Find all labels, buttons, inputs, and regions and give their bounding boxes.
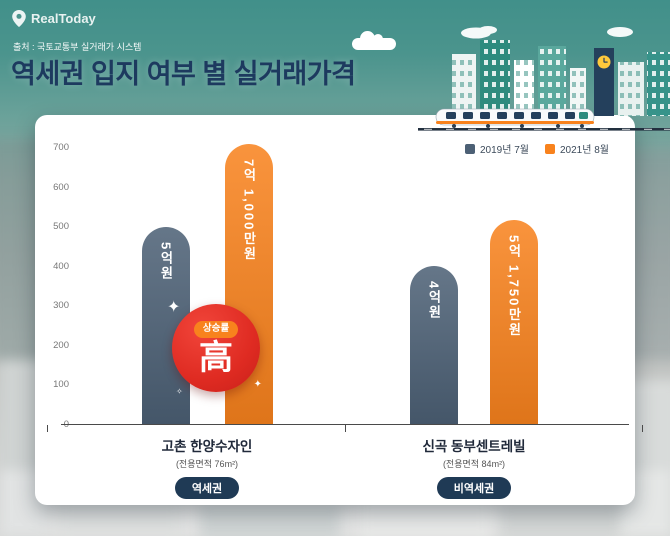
x-axis-line <box>47 424 643 432</box>
location-pin-icon <box>12 10 26 27</box>
y-tick-label: 700 <box>53 142 69 153</box>
station-area-tag: 역세권 <box>174 477 240 499</box>
buildings-icon <box>452 40 670 116</box>
plot-area-wrap: 5억원 7억 1,000만원 4억원 5억 1,750만원 <box>47 144 643 432</box>
legend-label-2021: 2021년 8월 <box>560 145 609 156</box>
axis-tick <box>47 425 48 432</box>
increase-rate-character: 高 <box>199 338 233 377</box>
chart-card: 2019년 7월 2021년 8월 7006005004003002001000… <box>35 115 643 505</box>
category-area: (전용면적 76m²) <box>175 459 239 469</box>
legend-item-2019: 2019년 7월 <box>465 141 529 156</box>
brand-logo: RealToday <box>12 10 96 27</box>
rail-track <box>418 128 670 131</box>
y-tick-label: 200 <box>53 339 69 351</box>
legend-item-2021: 2021년 8월 <box>545 141 609 156</box>
non-station-area-tag: 비역세권 <box>436 477 512 499</box>
bar-value-label: 5억 1,750만원 <box>506 235 522 338</box>
increase-rate-badge: ✦ ✦ ✧ 상승률 高 <box>167 300 262 396</box>
bar-2021-singok: 5억 1,750만원 <box>490 220 538 424</box>
category-singok: 신곡 동부센트레빌 (전용면적 84m²) 비역세권 <box>359 435 589 499</box>
sparkle-icon: ✦ <box>253 379 262 390</box>
legend-swatch-2019 <box>465 143 475 154</box>
sparkle-icon: ✦ <box>167 299 181 316</box>
axis-tick <box>345 425 346 432</box>
category-name: 신곡 동부센트레빌 <box>422 439 526 454</box>
sparkle-icon: ✧ <box>176 387 183 396</box>
category-name: 고촌 한양수자인 <box>161 439 253 454</box>
bar-value-label: 7억 1,000만원 <box>241 159 257 262</box>
legend-label-2019: 2019년 7월 <box>480 145 529 156</box>
cloud-icon <box>461 26 633 39</box>
increase-rate-label: 상승률 <box>193 321 239 338</box>
y-tick-label: 500 <box>53 221 69 233</box>
legend-swatch-2021 <box>545 143 555 154</box>
y-tick-label: 300 <box>53 300 69 312</box>
train-icon <box>435 108 595 128</box>
y-axis: 7006005004003002001000 <box>45 142 69 430</box>
cloud-icon <box>352 31 396 50</box>
plot-area: 5억원 7억 1,000만원 4억원 5억 1,750만원 <box>47 144 643 432</box>
y-tick-label: 600 <box>53 181 69 193</box>
category-gochon: 고촌 한양수자인 (전용면적 76m²) 역세권 <box>92 435 322 499</box>
axis-tick <box>642 425 643 432</box>
y-tick-label: 400 <box>53 260 69 272</box>
page-title: 역세권 입지 여부 별 실거래가격 <box>11 59 356 89</box>
brand-name: RealToday <box>31 11 96 26</box>
bar-value-label: 4억원 <box>426 281 442 321</box>
city-illustration <box>418 26 670 131</box>
chart-legend: 2019년 7월 2021년 8월 <box>465 141 609 156</box>
y-tick-label: 100 <box>53 379 69 391</box>
category-area: (전용면적 84m²) <box>442 459 506 469</box>
bar-value-label: 5억원 <box>158 242 174 282</box>
source-note: 출처 : 국토교통부 실거래가 시스템 <box>13 42 142 52</box>
bar-2019-singok: 4억원 <box>410 266 458 424</box>
